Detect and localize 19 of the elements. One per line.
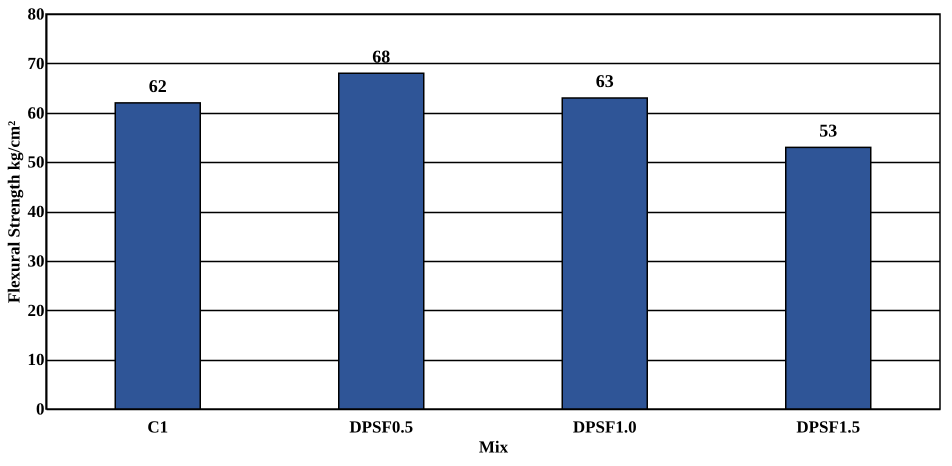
y-tick-label: 80	[28, 4, 44, 24]
x-tick-label: DPSF0.5	[349, 418, 414, 436]
y-tick-label: 60	[28, 103, 44, 122]
data-label: 63	[596, 70, 614, 91]
y-tick-label: 30	[28, 251, 44, 270]
y-tick-label: 70	[28, 54, 44, 73]
x-tick-label: DPSF1.0	[572, 418, 637, 436]
y-tick-label: 50	[28, 152, 44, 172]
y-tick-label: 20	[28, 300, 44, 320]
x-axis-title: Mix	[478, 438, 509, 456]
y-tick-label: 10	[28, 350, 44, 370]
data-label: 53	[819, 120, 838, 140]
x-tick-label: DPSF1.5	[796, 418, 860, 436]
y-axis-title: Flexural Strength kg/cm²	[4, 120, 24, 304]
y-tick-label: 0	[36, 400, 44, 418]
x-tick-label: C1	[147, 418, 168, 436]
data-label: 68	[372, 46, 390, 66]
y-tick-label: 40	[28, 202, 44, 221]
data-label: 62	[148, 76, 167, 96]
